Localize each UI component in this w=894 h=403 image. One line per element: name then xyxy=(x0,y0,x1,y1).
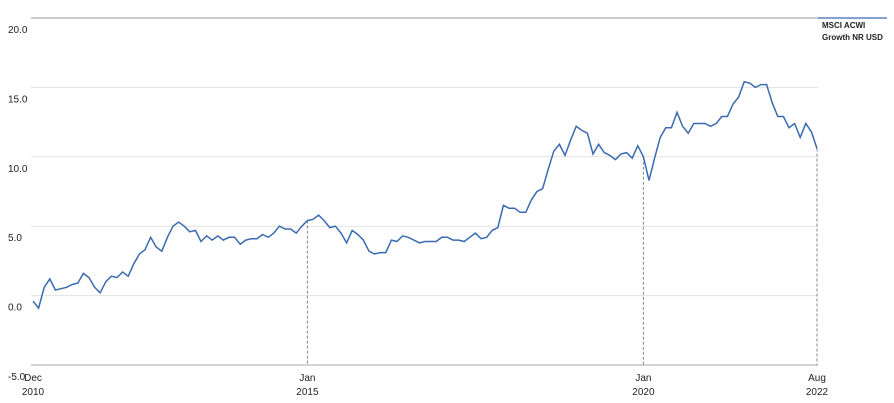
y-tick-label: 5.0 xyxy=(8,233,22,244)
x-tick-label: Aug 2022 xyxy=(806,373,829,398)
x-tick-label: Dec 2010 xyxy=(22,373,45,398)
legend-label: MSCI ACWI Growth NR USD xyxy=(822,21,883,42)
y-tick-label: 15.0 xyxy=(8,94,28,105)
y-tick-label: 0.0 xyxy=(8,303,22,314)
y-tick-label: 10.0 xyxy=(8,164,28,175)
x-tick-label: Jan 2020 xyxy=(632,373,655,398)
series-line xyxy=(32,80,818,310)
y-tick-label: -5.0 xyxy=(8,372,26,383)
y-tick-label: 20.0 xyxy=(8,25,28,36)
x-tick-label: Jan 2015 xyxy=(296,373,319,398)
